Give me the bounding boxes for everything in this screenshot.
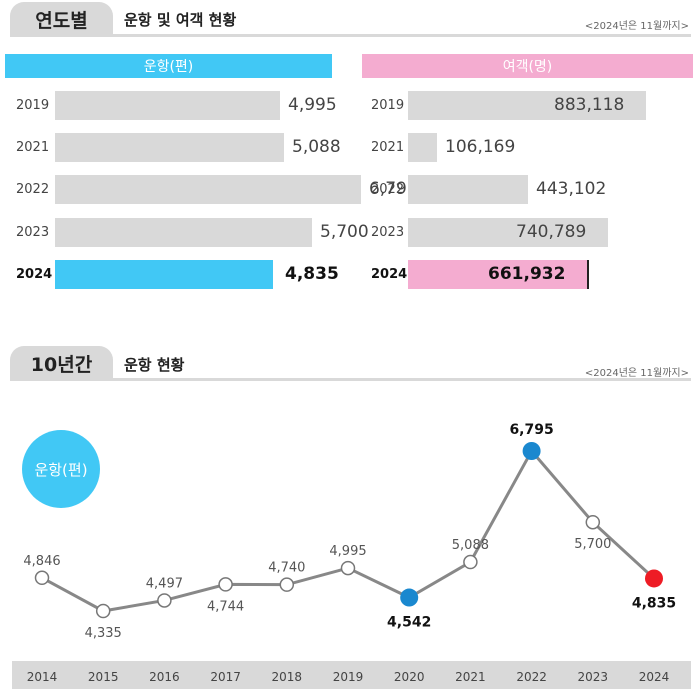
flights-bar: [55, 175, 361, 204]
x-tick-label: 2018: [272, 670, 303, 684]
flights-year-label: 2024: [16, 267, 53, 282]
x-tick-label: 2020: [394, 670, 425, 684]
data-point-marker: [157, 593, 172, 608]
data-value-label: 4,835: [632, 595, 676, 611]
section2-note: <2024년은 11월까지>: [584, 368, 689, 379]
flights-year-label: 2023: [16, 225, 50, 240]
passengers-bar: [408, 218, 608, 247]
x-tick-label: 2024: [639, 670, 670, 684]
flights-bar: [55, 133, 284, 162]
x-tick-label: 2016: [149, 670, 180, 684]
flights-unit-badge: 운항(편): [22, 430, 100, 508]
data-value-label: 6,795: [509, 422, 553, 438]
flights-value-label: 4,995: [288, 95, 337, 115]
data-value-label: 4,846: [23, 554, 60, 569]
passengers-bar: [408, 260, 589, 289]
data-point-marker: [463, 554, 478, 570]
flights-panel-header: 운항(편): [5, 54, 332, 78]
data-point-marker: [34, 570, 50, 586]
flights-value-label: 5,700: [320, 222, 369, 242]
flights-bar: [55, 91, 280, 120]
x-tick-label: 2017: [210, 670, 241, 684]
data-point-marker: [340, 560, 356, 576]
data-point-marker: [279, 577, 295, 592]
highlight-point-marker: [400, 588, 419, 607]
passengers-year-label: 2022: [371, 182, 405, 197]
section1-title: 운항 및 여객 현황: [124, 11, 237, 29]
highlight-point-marker: [522, 442, 541, 460]
section2-divider: [10, 378, 691, 381]
passengers-value-label: 740,789: [516, 222, 587, 242]
data-value-label: 4,335: [85, 626, 122, 641]
passengers-year-label: 2019: [371, 98, 405, 113]
data-point-marker: [218, 577, 233, 592]
passengers-value-label: 106,169: [445, 137, 516, 157]
data-value-label: 4,740: [268, 561, 305, 576]
section2-title: 운항 현황: [124, 356, 185, 374]
data-value-label: 4,995: [329, 544, 366, 559]
x-tick-label: 2019: [333, 670, 364, 684]
passengers-year-label: 2023: [371, 225, 405, 240]
flights-value-label: 5,088: [292, 137, 341, 157]
passengers-value-label: 883,118: [554, 95, 625, 115]
data-value-label: 4,497: [146, 576, 183, 591]
flights-value-label: 6,795: [369, 179, 418, 199]
section1-divider: [10, 34, 691, 37]
flights-year-label: 2022: [16, 182, 50, 197]
x-tick-label: 2021: [455, 670, 486, 684]
data-value-label: 5,088: [452, 538, 489, 553]
section1-note: <2024년은 11월까지>: [584, 21, 689, 32]
data-value-label: 5,700: [574, 537, 611, 552]
flights-year-label: 2021: [16, 140, 50, 155]
flights-bar: [55, 218, 312, 247]
passengers-bar: [408, 91, 646, 120]
section1-tab: 연도별: [10, 2, 113, 36]
flights-series-line: [41, 448, 656, 613]
passengers-bar: [408, 133, 437, 162]
passengers-value-label: 443,102: [536, 179, 607, 199]
x-tick-label: 2022: [516, 670, 547, 684]
passengers-value-label: 661,932: [488, 264, 566, 284]
data-point-marker: [95, 603, 111, 619]
year-axis-band: [12, 661, 691, 689]
flights-bar: [55, 260, 273, 289]
x-tick-label: 2023: [578, 670, 609, 684]
flights-value-label: 4,835: [285, 264, 339, 284]
passengers-bar: [408, 175, 528, 204]
passengers-panel-header: 여객(명): [362, 54, 693, 78]
x-tick-label: 2015: [88, 670, 119, 684]
section2-tab: 10년간: [10, 346, 113, 380]
highlight-point-marker: [645, 569, 663, 588]
data-value-label: 4,744: [207, 599, 244, 614]
data-point-marker: [585, 514, 601, 530]
x-tick-label: 2014: [27, 670, 58, 684]
passengers-year-label: 2021: [371, 140, 405, 155]
passengers-year-label: 2024: [371, 267, 408, 282]
flights-year-label: 2019: [16, 98, 50, 113]
data-value-label: 4,542: [387, 615, 431, 631]
